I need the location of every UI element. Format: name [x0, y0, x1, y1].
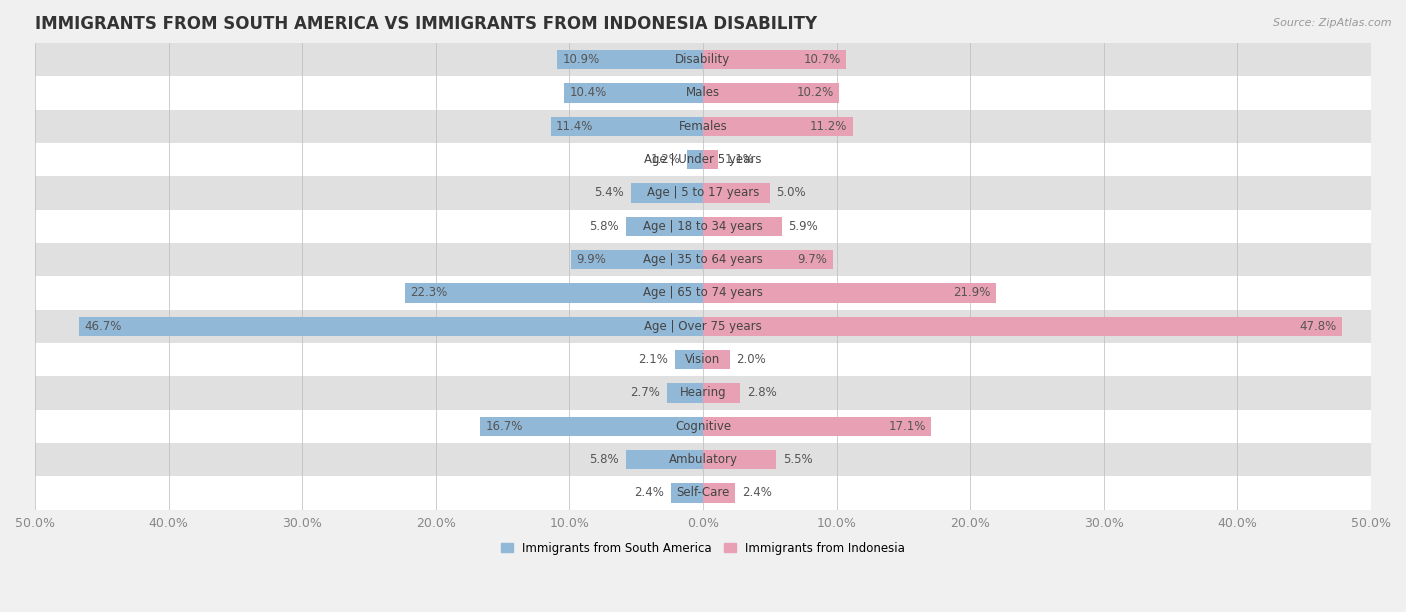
Text: 10.9%: 10.9% — [562, 53, 600, 66]
Bar — [703, 350, 730, 369]
Text: 47.8%: 47.8% — [1299, 319, 1336, 333]
Bar — [671, 483, 703, 502]
Bar — [35, 243, 1371, 276]
Bar — [703, 50, 846, 69]
Text: 5.9%: 5.9% — [789, 220, 818, 233]
Text: Age | 35 to 64 years: Age | 35 to 64 years — [643, 253, 763, 266]
Text: 10.4%: 10.4% — [569, 86, 606, 99]
Bar — [35, 343, 1371, 376]
Text: Age | Over 75 years: Age | Over 75 years — [644, 319, 762, 333]
Bar — [703, 383, 741, 403]
Bar — [703, 250, 832, 269]
Text: 2.4%: 2.4% — [742, 487, 772, 499]
Text: Age | 18 to 34 years: Age | 18 to 34 years — [643, 220, 763, 233]
Bar — [703, 83, 839, 103]
Bar — [703, 483, 735, 502]
Bar — [626, 450, 703, 469]
Text: 46.7%: 46.7% — [84, 319, 122, 333]
Text: 2.8%: 2.8% — [747, 386, 778, 400]
Text: 1.2%: 1.2% — [651, 153, 681, 166]
Text: Age | 65 to 74 years: Age | 65 to 74 years — [643, 286, 763, 299]
Text: 2.1%: 2.1% — [638, 353, 668, 366]
Bar — [35, 476, 1371, 510]
Bar — [564, 83, 703, 103]
Text: 5.8%: 5.8% — [589, 220, 619, 233]
Text: 21.9%: 21.9% — [953, 286, 990, 299]
Bar — [688, 150, 703, 170]
Text: Source: ZipAtlas.com: Source: ZipAtlas.com — [1274, 18, 1392, 28]
Text: 5.4%: 5.4% — [595, 187, 624, 200]
Bar — [666, 383, 703, 403]
Text: Self-Care: Self-Care — [676, 487, 730, 499]
Text: Ambulatory: Ambulatory — [668, 453, 738, 466]
Bar — [79, 316, 703, 336]
Bar — [35, 176, 1371, 209]
Legend: Immigrants from South America, Immigrants from Indonesia: Immigrants from South America, Immigrant… — [496, 537, 910, 560]
Text: 10.7%: 10.7% — [803, 53, 841, 66]
Text: 5.0%: 5.0% — [776, 187, 806, 200]
Text: Age | Under 5 years: Age | Under 5 years — [644, 153, 762, 166]
Text: 22.3%: 22.3% — [411, 286, 447, 299]
Text: 16.7%: 16.7% — [485, 420, 523, 433]
Bar — [703, 217, 782, 236]
Text: Males: Males — [686, 86, 720, 99]
Text: 2.7%: 2.7% — [630, 386, 661, 400]
Bar — [703, 450, 776, 469]
Bar — [675, 350, 703, 369]
Bar — [479, 417, 703, 436]
Text: 10.2%: 10.2% — [797, 86, 834, 99]
Text: Cognitive: Cognitive — [675, 420, 731, 433]
Text: 5.5%: 5.5% — [783, 453, 813, 466]
Text: 9.9%: 9.9% — [576, 253, 606, 266]
Bar — [35, 310, 1371, 343]
Bar — [703, 183, 770, 203]
Text: 11.2%: 11.2% — [810, 120, 848, 133]
Text: IMMIGRANTS FROM SOUTH AMERICA VS IMMIGRANTS FROM INDONESIA DISABILITY: IMMIGRANTS FROM SOUTH AMERICA VS IMMIGRA… — [35, 15, 817, 33]
Bar — [35, 409, 1371, 443]
Bar — [35, 76, 1371, 110]
Bar — [35, 443, 1371, 476]
Bar — [626, 217, 703, 236]
Bar — [703, 417, 931, 436]
Text: Age | 5 to 17 years: Age | 5 to 17 years — [647, 187, 759, 200]
Text: Hearing: Hearing — [679, 386, 727, 400]
Bar — [703, 316, 1341, 336]
Text: 17.1%: 17.1% — [889, 420, 927, 433]
Bar — [557, 50, 703, 69]
Text: Vision: Vision — [685, 353, 721, 366]
Text: Disability: Disability — [675, 53, 731, 66]
Text: 5.8%: 5.8% — [589, 453, 619, 466]
Text: 2.4%: 2.4% — [634, 487, 664, 499]
Bar — [35, 43, 1371, 76]
Bar — [703, 150, 717, 170]
Text: 9.7%: 9.7% — [797, 253, 827, 266]
Text: 11.4%: 11.4% — [555, 120, 593, 133]
Bar — [35, 376, 1371, 409]
Bar — [551, 116, 703, 136]
Bar — [405, 283, 703, 302]
Bar — [571, 250, 703, 269]
Bar — [631, 183, 703, 203]
Bar — [703, 116, 852, 136]
Text: 2.0%: 2.0% — [737, 353, 766, 366]
Bar — [35, 143, 1371, 176]
Bar — [35, 276, 1371, 310]
Bar — [35, 110, 1371, 143]
Text: Females: Females — [679, 120, 727, 133]
Bar — [35, 209, 1371, 243]
Bar — [703, 283, 995, 302]
Text: 1.1%: 1.1% — [724, 153, 754, 166]
